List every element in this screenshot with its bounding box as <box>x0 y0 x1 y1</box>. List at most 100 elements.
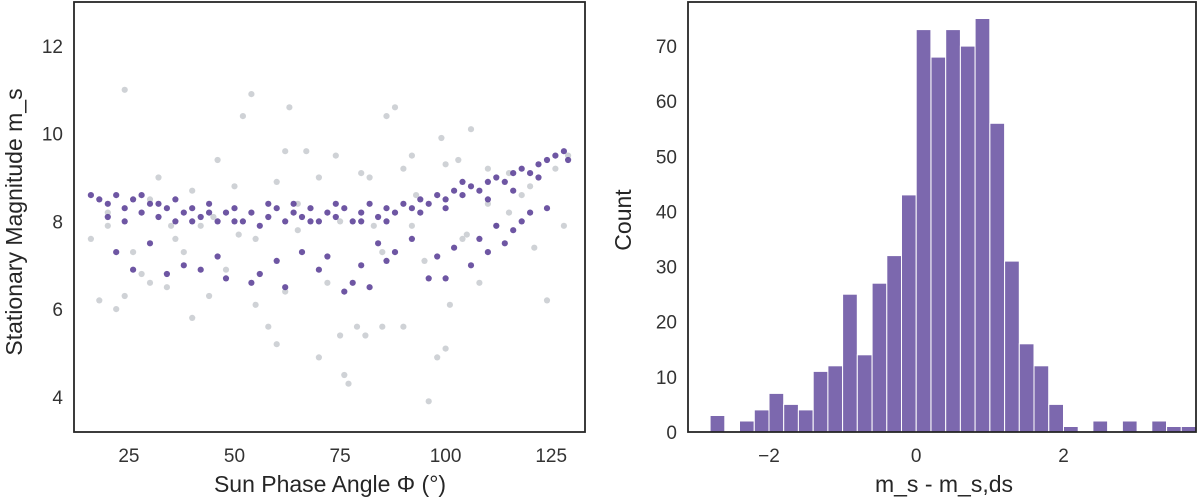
scatter-x-axis-label: Sun Phase Angle Φ (°) <box>214 471 446 497</box>
scatter-point <box>273 257 280 264</box>
scatter-point <box>493 222 500 229</box>
scatter-point <box>366 174 373 181</box>
scatter-point <box>214 218 221 225</box>
scatter-points <box>87 86 572 405</box>
scatter-axes-frame <box>73 1 586 433</box>
histogram-x-tick-label: 2 <box>1058 446 1069 467</box>
scatter-point <box>248 279 255 286</box>
scatter-point <box>104 213 111 221</box>
scatter-point <box>168 222 175 229</box>
scatter-point <box>104 222 111 229</box>
histogram-bar <box>842 293 858 433</box>
scatter-point <box>130 249 137 256</box>
scatter-point <box>370 222 377 229</box>
scatter-point <box>560 148 568 155</box>
scatter-point <box>366 200 373 207</box>
scatter-point <box>408 235 415 242</box>
scatter-point <box>324 279 331 286</box>
scatter-point <box>505 209 513 216</box>
histogram-bar <box>915 29 932 433</box>
scatter-point <box>273 341 280 348</box>
scatter-point <box>332 200 339 207</box>
scatter-point <box>298 213 306 221</box>
histogram-y-tick-label: 20 <box>656 313 677 334</box>
scatter-point <box>467 262 475 269</box>
scatter-point <box>130 266 137 273</box>
scatter-point <box>379 323 386 330</box>
scatter-point <box>180 262 187 269</box>
scatter-point <box>341 205 348 212</box>
scatter-point <box>484 200 491 207</box>
scatter-point <box>527 170 534 177</box>
scatter-point <box>375 213 382 221</box>
scatter-point <box>451 187 458 194</box>
scatter-point <box>337 332 344 339</box>
scatter-point <box>87 192 94 199</box>
histogram-bar <box>1033 365 1050 433</box>
scatter-point <box>442 205 449 212</box>
scatter-point <box>476 235 483 242</box>
scatter-point <box>459 192 466 199</box>
histogram-bar <box>783 403 799 433</box>
scatter-point <box>282 284 289 291</box>
scatter-point <box>222 209 230 216</box>
scatter-point <box>239 113 246 120</box>
scatter-point <box>214 156 221 164</box>
histogram-y-tick-label: 70 <box>656 37 677 58</box>
histogram-bar <box>1048 403 1065 433</box>
scatter-point <box>189 314 196 321</box>
scatter-point <box>290 209 297 216</box>
scatter-point <box>189 187 196 194</box>
scatter-point <box>383 257 390 264</box>
scatter-point <box>307 205 314 212</box>
scatter-point <box>358 262 365 269</box>
scatter-point <box>252 301 259 308</box>
scatter-point <box>467 183 475 190</box>
scatter-point <box>239 218 246 225</box>
histogram-bar <box>709 415 726 433</box>
scatter-point <box>493 174 500 181</box>
scatter-point <box>442 275 449 282</box>
histogram-y-ticks: 0 10 20 30 40 50 60 70 <box>656 37 677 444</box>
histogram-bar <box>989 122 1006 433</box>
scatter-point <box>425 398 432 405</box>
histogram-bar <box>753 409 770 433</box>
scatter-point <box>265 200 272 207</box>
scatter-point <box>510 170 517 177</box>
scatter-point <box>96 196 103 203</box>
histogram-panel: −2 0 2 0 10 20 30 40 50 60 70 m_s - m_s,ds Count <box>610 1 1197 497</box>
scatter-point <box>138 270 145 278</box>
scatter-y-tick-label: 10 <box>42 125 63 146</box>
scatter-y-tick-label: 12 <box>42 37 63 58</box>
scatter-point <box>235 231 242 238</box>
scatter-point <box>341 288 348 295</box>
scatter-point <box>231 205 238 212</box>
histogram-y-tick-label: 10 <box>656 368 677 389</box>
scatter-point <box>87 235 94 242</box>
scatter-point <box>163 270 170 278</box>
scatter-point <box>282 288 289 295</box>
histogram-bar <box>1092 420 1109 433</box>
histogram-bar <box>945 29 961 433</box>
scatter-point <box>425 200 432 207</box>
scatter-y-tick-label: 6 <box>52 300 63 321</box>
scatter-point <box>527 183 534 190</box>
scatter-y-ticks: 4 6 8 10 12 <box>42 37 64 409</box>
scatter-point <box>349 279 356 286</box>
scatter-point <box>438 134 445 142</box>
scatter-point <box>358 209 365 216</box>
scatter-point <box>358 170 365 177</box>
scatter-point <box>252 235 259 242</box>
scatter-point <box>543 297 551 304</box>
scatter-point <box>501 240 508 247</box>
histogram-bar <box>871 282 888 433</box>
histogram-x-ticks: −2 0 2 <box>758 446 1069 467</box>
scatter-point <box>197 266 204 273</box>
scatter-point <box>130 196 137 203</box>
scatter-point <box>104 200 111 207</box>
scatter-point <box>408 222 415 229</box>
histogram-x-tick-label: 0 <box>911 446 922 467</box>
histogram-bar <box>1151 420 1168 433</box>
scatter-point <box>172 218 179 225</box>
scatter-point <box>476 187 483 194</box>
